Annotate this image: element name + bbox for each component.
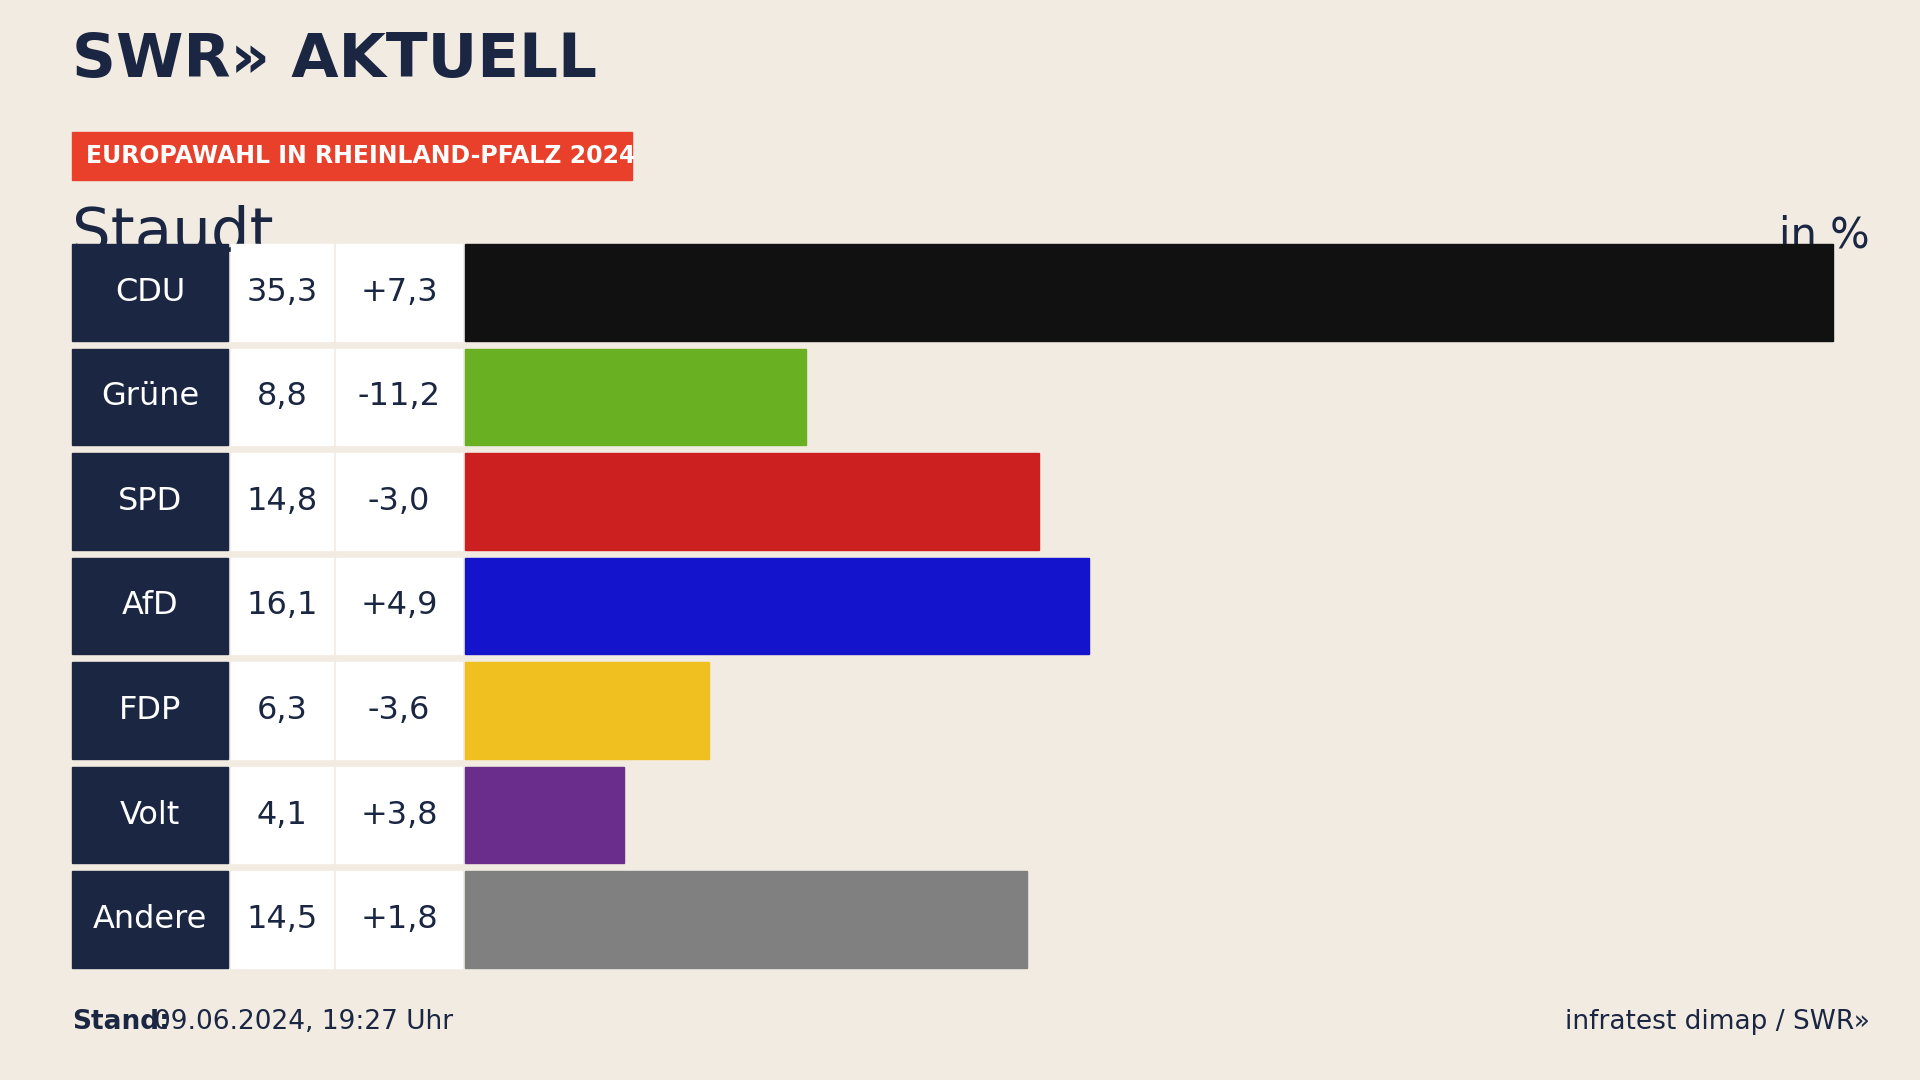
Bar bbox=[336, 349, 463, 445]
Text: 09.06.2024, 19:27 Uhr: 09.06.2024, 19:27 Uhr bbox=[154, 1009, 453, 1035]
Text: SPD: SPD bbox=[117, 486, 182, 517]
Bar bbox=[336, 244, 463, 340]
Bar bbox=[73, 244, 228, 340]
Bar bbox=[73, 349, 228, 445]
Text: 35,3: 35,3 bbox=[246, 276, 317, 308]
Bar bbox=[230, 454, 332, 550]
Bar bbox=[336, 767, 463, 863]
Text: 14,8: 14,8 bbox=[246, 486, 317, 517]
Text: Grüne: Grüne bbox=[102, 381, 200, 413]
Text: Stand:: Stand: bbox=[73, 1009, 169, 1035]
Text: CDU: CDU bbox=[115, 276, 184, 308]
Bar bbox=[73, 132, 632, 180]
Bar bbox=[465, 349, 806, 445]
Bar bbox=[230, 244, 332, 340]
Bar bbox=[336, 454, 463, 550]
Text: +4,9: +4,9 bbox=[361, 591, 438, 621]
Bar bbox=[230, 662, 332, 759]
Bar bbox=[230, 349, 332, 445]
Bar bbox=[465, 872, 1027, 968]
Text: FDP: FDP bbox=[119, 696, 180, 726]
Text: AfD: AfD bbox=[121, 591, 179, 621]
Bar bbox=[73, 872, 228, 968]
Bar bbox=[336, 557, 463, 654]
Bar bbox=[230, 557, 332, 654]
Text: EUROPAWAHL IN RHEINLAND-PFALZ 2024: EUROPAWAHL IN RHEINLAND-PFALZ 2024 bbox=[86, 144, 636, 168]
Text: SWR» AKTUELL: SWR» AKTUELL bbox=[73, 30, 597, 90]
Text: -3,0: -3,0 bbox=[369, 486, 430, 517]
Bar bbox=[465, 767, 624, 863]
Bar bbox=[73, 767, 228, 863]
Bar bbox=[465, 557, 1089, 654]
Text: in %: in % bbox=[1780, 214, 1870, 256]
Text: -3,6: -3,6 bbox=[369, 696, 430, 726]
Text: 4,1: 4,1 bbox=[257, 799, 307, 831]
Text: +3,8: +3,8 bbox=[361, 799, 438, 831]
Text: +7,3: +7,3 bbox=[361, 276, 438, 308]
Bar bbox=[73, 454, 228, 550]
Text: infratest dimap / SWR»: infratest dimap / SWR» bbox=[1565, 1009, 1870, 1035]
Bar bbox=[465, 454, 1039, 550]
Bar bbox=[465, 244, 1834, 340]
Bar bbox=[230, 767, 332, 863]
Text: 6,3: 6,3 bbox=[257, 696, 307, 726]
Bar bbox=[73, 557, 228, 654]
Text: Andere: Andere bbox=[92, 904, 207, 935]
Text: 14,5: 14,5 bbox=[246, 904, 317, 935]
Bar bbox=[465, 662, 708, 759]
Text: Staudt: Staudt bbox=[73, 205, 275, 265]
Bar bbox=[73, 662, 228, 759]
Text: +1,8: +1,8 bbox=[361, 904, 438, 935]
Text: 16,1: 16,1 bbox=[246, 591, 317, 621]
Bar bbox=[336, 662, 463, 759]
Bar bbox=[336, 872, 463, 968]
Bar bbox=[230, 872, 332, 968]
Text: -11,2: -11,2 bbox=[357, 381, 440, 413]
Text: 8,8: 8,8 bbox=[257, 381, 307, 413]
Text: Volt: Volt bbox=[119, 799, 180, 831]
